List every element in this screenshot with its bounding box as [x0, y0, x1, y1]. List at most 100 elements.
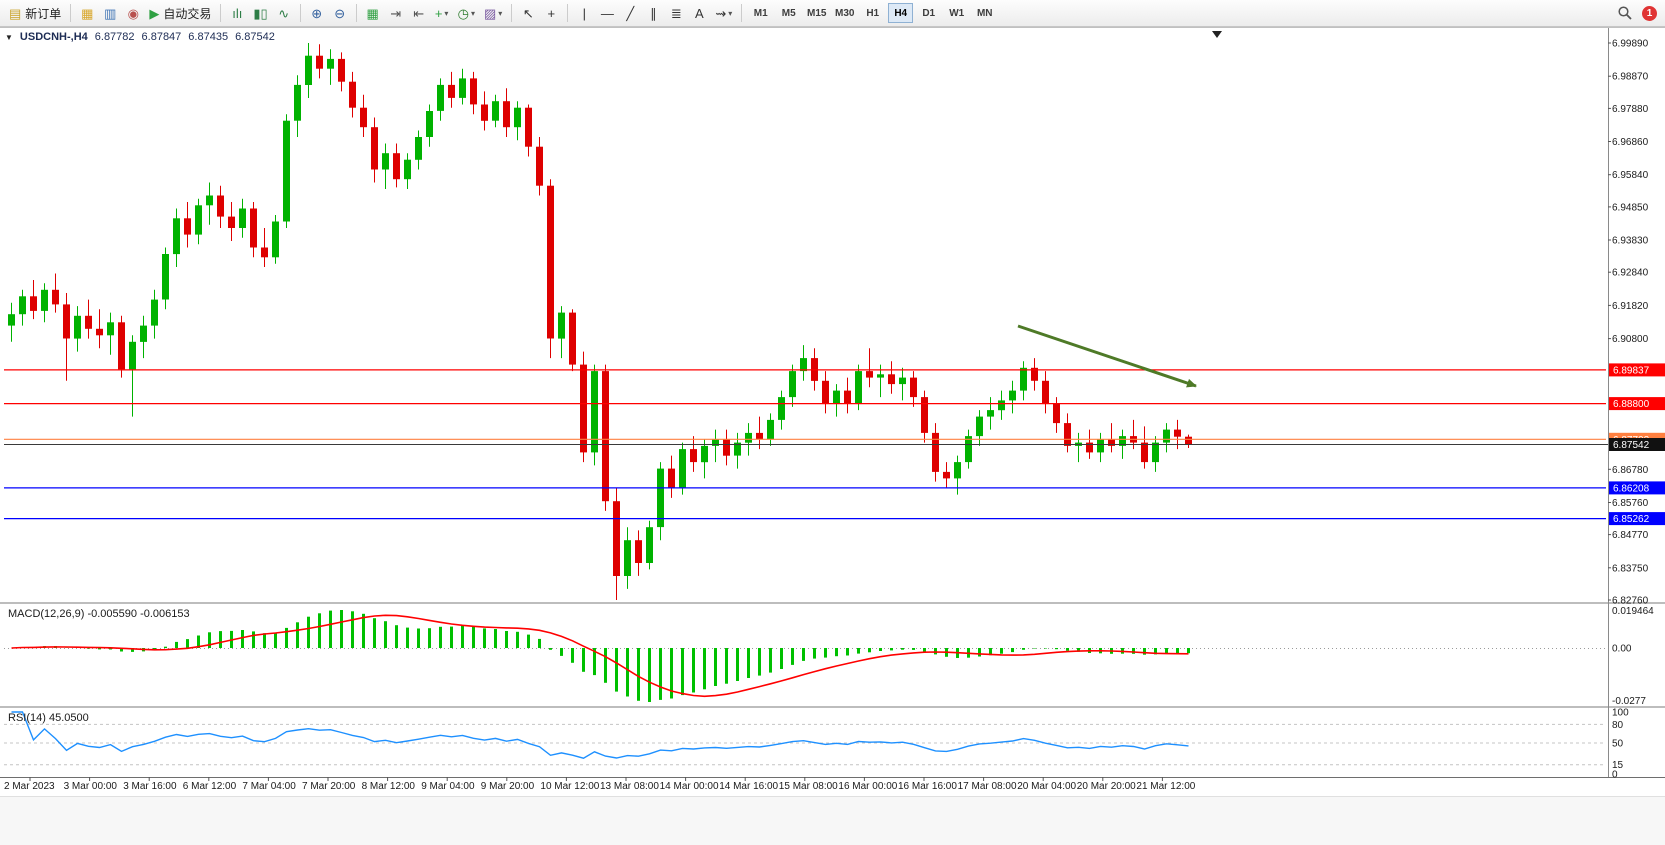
svg-text:0.019464: 0.019464 — [1612, 606, 1654, 617]
notification-badge[interactable]: 1 — [1642, 5, 1657, 21]
timeframe-w1-button[interactable]: W1 — [949, 7, 965, 19]
tile-windows-icon: ▦ — [366, 5, 379, 21]
svg-text:16 Mar 16:00: 16 Mar 16:00 — [898, 781, 957, 792]
crosshair-button[interactable]: + — [540, 2, 562, 24]
tile-windows-button[interactable]: ▦ — [362, 2, 384, 24]
zoom-in-button[interactable]: ⊕ — [306, 2, 328, 24]
horizontal-line-button[interactable]: — — [596, 2, 618, 24]
periods-icon: ◷ — [457, 5, 469, 21]
search-icon[interactable] — [1617, 5, 1633, 21]
svg-text:6.84770: 6.84770 — [1612, 530, 1649, 541]
svg-text:100: 100 — [1612, 708, 1629, 719]
periods-button[interactable]: ◷ ▾ — [454, 2, 479, 24]
equidistant-channel-button[interactable]: ∥ — [642, 2, 664, 24]
charts-icon: ▦ — [81, 5, 94, 21]
auto-scroll-icon: ⇥ — [390, 5, 402, 21]
cursor-button[interactable]: ↖ — [517, 2, 539, 24]
svg-text:15: 15 — [1612, 760, 1624, 771]
price-axis[interactable]: 6.99890 6.98870 6.97880 6.96860 6.95840 6.948… — [1608, 39, 1665, 607]
vertical-line-button[interactable]: | — [573, 2, 595, 24]
timeframe-h4-button[interactable]: H4 — [888, 3, 914, 23]
autotrading-button[interactable]: ▶ 自动交易 — [145, 2, 215, 24]
arrows-button[interactable]: ⇝ ▾ — [711, 2, 736, 24]
svg-text:9 Mar 04:00: 9 Mar 04:00 — [421, 781, 475, 792]
line-chart-button[interactable]: ∿ — [273, 2, 295, 24]
chart-close-value: 6.87542 — [235, 31, 275, 43]
rsi-label: RSI(14) 45.0500 — [8, 712, 89, 724]
svg-text:3 Mar 00:00: 3 Mar 00:00 — [64, 781, 118, 792]
profiles-button[interactable]: ▥ — [99, 2, 121, 24]
vertical-line-icon: | — [582, 5, 586, 21]
svg-text:9 Mar 20:00: 9 Mar 20:00 — [481, 781, 535, 792]
svg-text:6.99890: 6.99890 — [1612, 39, 1649, 50]
svg-text:6.86208: 6.86208 — [1613, 483, 1650, 494]
timeframe-m1-button[interactable]: M1 — [753, 7, 768, 19]
equidistant-channel-icon: ∥ — [650, 5, 657, 21]
timeframe-h1-button[interactable]: H1 — [866, 7, 880, 19]
dropdown-caret-icon: ▾ — [470, 8, 475, 18]
svg-text:50: 50 — [1612, 739, 1624, 750]
new-order-icon: ▤ — [9, 5, 22, 21]
toolbar-separator — [741, 4, 743, 22]
timeframe-d1-button[interactable]: D1 — [922, 7, 936, 19]
svg-text:13 Mar 08:00: 13 Mar 08:00 — [600, 781, 659, 792]
templates-button[interactable]: ▨ ▾ — [480, 2, 506, 24]
svg-text:20 Mar 04:00: 20 Mar 04:00 — [1017, 781, 1076, 792]
zoom-in-icon: ⊕ — [311, 5, 323, 21]
svg-text:6.83750: 6.83750 — [1612, 563, 1649, 574]
toolbar: ▤ 新订单 ▦ ▥ ◉ ▶ 自动交易 ılı ▮▯ ∿ ⊕ ⊖ ▦ ⇥ ⇤ + ▾ ◷ ▾ ▨ ▾ ↖ + | — ╱ ∥ ≣ A ⇝ ▾ M… — [0, 0, 1665, 27]
horizontal-line-objects[interactable] — [4, 369, 1608, 520]
indicators-button[interactable]: + ▾ — [431, 2, 453, 24]
dropdown-caret-icon: ▾ — [498, 8, 503, 18]
text-button[interactable]: A — [688, 2, 710, 24]
one-click-trading-toggle-icon[interactable]: ▼ — [5, 32, 13, 42]
toolbar-right: 1 — [1617, 5, 1660, 21]
timeframe-m15-button[interactable]: M15 — [807, 7, 827, 19]
zoom-out-button[interactable]: ⊖ — [329, 2, 351, 24]
svg-text:6.94850: 6.94850 — [1612, 202, 1649, 213]
chart-high-value: 6.87847 — [141, 31, 182, 43]
svg-text:80: 80 — [1612, 720, 1624, 731]
svg-text:6.91820: 6.91820 — [1612, 301, 1649, 312]
trendline-icon: ╱ — [626, 5, 635, 21]
svg-text:6.97880: 6.97880 — [1612, 104, 1649, 115]
arrows-icon: ⇝ — [715, 5, 727, 21]
svg-text:17 Mar 08:00: 17 Mar 08:00 — [958, 781, 1017, 792]
auto-scroll-button[interactable]: ⇥ — [385, 2, 407, 24]
fibonacci-button[interactable]: ≣ — [665, 2, 687, 24]
dropdown-caret-icon: ▾ — [444, 8, 449, 18]
fibonacci-icon: ≣ — [670, 5, 682, 21]
horizontal-line-icon: — — [600, 5, 614, 21]
zoom-out-icon: ⊖ — [334, 5, 346, 21]
chart-shift-button[interactable]: ⇤ — [408, 2, 430, 24]
time-axis[interactable]: 2 Mar 2023 3 Mar 00:00 3 Mar 16:00 6 Mar 12… — [4, 777, 1196, 792]
community-button[interactable]: ◉ — [122, 2, 144, 24]
svg-text:0.00: 0.00 — [1612, 644, 1632, 655]
line-chart-icon: ∿ — [278, 5, 290, 21]
timeframe-m30-button[interactable]: M30 — [835, 7, 855, 19]
svg-text:10 Mar 12:00: 10 Mar 12:00 — [540, 781, 599, 792]
svg-text:6.88800: 6.88800 — [1613, 399, 1650, 410]
chart-open-value: 6.87782 — [94, 31, 135, 43]
autotrading-button-label: 自动交易 — [163, 6, 212, 21]
timeframe-mn-button[interactable]: MN — [976, 7, 993, 19]
toolbar-separator — [70, 4, 72, 22]
charts-button[interactable]: ▦ — [76, 2, 98, 24]
chart-shift-marker[interactable] — [1212, 31, 1222, 38]
trend-arrow[interactable] — [1017, 324, 1197, 388]
trendline-button[interactable]: ╱ — [619, 2, 641, 24]
timeframe-m5-button[interactable]: M5 — [781, 7, 796, 19]
community-icon: ◉ — [127, 5, 139, 21]
svg-text:7 Mar 20:00: 7 Mar 20:00 — [302, 781, 356, 792]
candlestick-chart-button[interactable]: ▮▯ — [249, 2, 271, 24]
text-icon: A — [694, 5, 704, 21]
candles — [8, 43, 1192, 600]
bars-chart-button[interactable]: ılı — [226, 2, 248, 24]
svg-text:15 Mar 08:00: 15 Mar 08:00 — [779, 781, 838, 792]
svg-text:6.82760: 6.82760 — [1612, 596, 1649, 607]
chart-low-value: 6.87435 — [188, 31, 229, 43]
svg-text:14 Mar 16:00: 14 Mar 16:00 — [719, 781, 778, 792]
new-order-button[interactable]: ▤ 新订单 — [5, 2, 65, 24]
